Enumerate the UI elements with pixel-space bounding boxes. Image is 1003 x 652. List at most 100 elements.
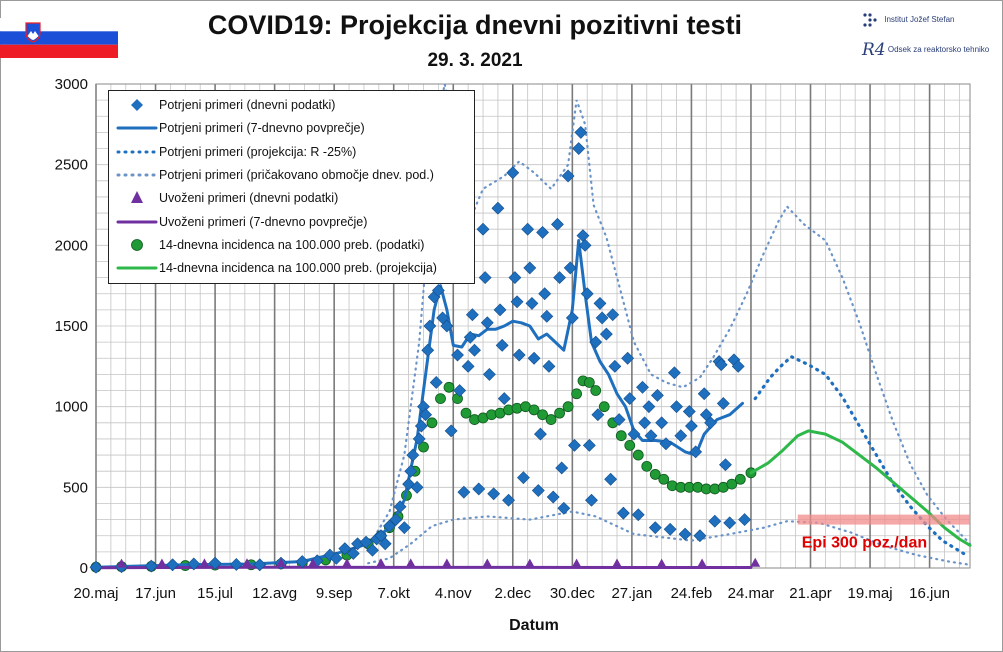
legend-label: Potrjeni primeri (projekcija: R -25%) xyxy=(159,144,357,159)
x-tick-label: 30.dec xyxy=(550,585,596,602)
confirmed-point xyxy=(685,419,698,433)
confirmed-point xyxy=(582,438,596,452)
institute-dots-icon xyxy=(863,13,877,27)
confirmed-point xyxy=(144,559,158,573)
imported-point xyxy=(241,558,252,568)
confirmed-point xyxy=(650,388,664,402)
confirmed-point xyxy=(338,542,352,556)
x-tick-label: 24.feb xyxy=(671,585,713,602)
confirmed-point xyxy=(574,125,588,139)
confirmed-point xyxy=(451,348,464,362)
confirmed-point xyxy=(253,558,267,572)
legend-label: Potrjeni primeri (7-dnevno povprečje) xyxy=(159,121,365,136)
legend-item: Uvoženi primeri (7-dnevno povprečje) xyxy=(109,211,474,233)
confirmed-point xyxy=(383,519,396,533)
legend-item: Potrjeni primeri (projekcija: R -25%) xyxy=(109,141,474,163)
confirmed-point xyxy=(678,527,692,541)
imported-point xyxy=(199,558,210,568)
imported-point xyxy=(441,558,452,568)
confirmed-point xyxy=(599,327,613,341)
confirmed-point xyxy=(208,556,222,570)
confirmed-point xyxy=(674,429,688,443)
institute-name: Institut Jožef Stefan xyxy=(884,15,955,25)
legend-symbol xyxy=(116,220,158,223)
legend-item: 14-dnevna incidenca na 100.000 preb. (po… xyxy=(109,234,474,256)
y-tick-label: 500 xyxy=(63,479,88,496)
chart-legend: Potrjeni primeri (dnevni podatki) Potrjen… xyxy=(108,90,475,284)
incidence-point xyxy=(615,430,627,442)
incidence-point xyxy=(443,381,455,393)
confirmed-point xyxy=(565,311,579,325)
legend-symbol xyxy=(116,126,158,130)
confirmed-point xyxy=(478,271,492,285)
confirmed-point xyxy=(406,448,420,462)
legend-diamond-icon xyxy=(131,99,143,111)
confirmed-point xyxy=(295,555,309,568)
confirmed-point xyxy=(731,359,745,373)
confirmed-point xyxy=(595,311,609,325)
legend-symbol xyxy=(131,238,143,251)
legend-circle-icon xyxy=(131,238,143,251)
incidence-point xyxy=(537,409,548,421)
imported-point xyxy=(611,558,622,568)
confirmed-point xyxy=(536,226,549,239)
legend-symbol xyxy=(116,173,158,177)
confirmed-point xyxy=(719,458,732,472)
y-axis-ticks: 0 500 1000 1500 2000 2500 3000 xyxy=(55,76,88,577)
x-tick-label: 16.jun xyxy=(909,585,950,602)
legend-item: 14-dnevna incidenca na 100.000 preb. (pr… xyxy=(109,257,474,279)
x-tick-label: 2.dec xyxy=(494,585,531,602)
legend-symbol xyxy=(116,150,158,154)
legend-item: Potrjeni primeri (pričakovano območje dn… xyxy=(109,164,474,186)
imported-point xyxy=(276,558,287,568)
confirmed-point xyxy=(561,169,575,183)
legend-symbol xyxy=(116,266,158,270)
confirmed-point xyxy=(472,482,486,496)
confirmed-point xyxy=(419,408,433,422)
legend-triangle-icon xyxy=(131,191,143,204)
confirmed-point xyxy=(644,429,658,443)
r4-logo-mark: R4 xyxy=(862,40,886,60)
confirmed-point xyxy=(187,557,201,571)
legend-symbol xyxy=(131,191,143,204)
epi-threshold-band xyxy=(797,514,970,525)
imported-point xyxy=(750,557,761,567)
confirmed-point xyxy=(497,392,511,406)
confirmed-point xyxy=(531,484,545,497)
legend-item: Potrjeni primeri (dnevni podatki) xyxy=(109,94,474,116)
confirmed-point xyxy=(463,330,477,344)
confirmed-point xyxy=(631,508,645,522)
confirmed-point xyxy=(527,351,541,365)
incidence-point xyxy=(658,473,670,485)
x-tick-label: 17.jun xyxy=(135,585,176,602)
incidence-point xyxy=(571,388,582,400)
confirmed-point xyxy=(551,217,564,231)
imported-point xyxy=(375,558,386,568)
y-tick-label: 2500 xyxy=(55,157,88,174)
imported-point xyxy=(571,558,582,568)
confirmed-point xyxy=(738,513,752,527)
department-name: Odsek za reaktorsko tehniko xyxy=(887,45,990,55)
confirmed-point xyxy=(608,359,622,373)
confirmed-point xyxy=(453,384,467,397)
confirmed-point xyxy=(638,416,652,430)
incidence-point xyxy=(632,449,644,461)
chart-title: COVID19: Projekcija dnevni pozitivni tes… xyxy=(207,10,743,40)
confirmed-point xyxy=(659,437,673,451)
imported-point xyxy=(524,558,535,568)
confirmed-point xyxy=(708,514,722,528)
confirmed-point xyxy=(580,287,594,301)
x-axis-ticks: 20.maj 17.jun 15.jul 12.avg 9.sep 7.okt 4.nov 2… xyxy=(73,585,950,602)
confirmed-point xyxy=(468,343,481,357)
confirmed-point xyxy=(546,490,560,504)
confirmed-point xyxy=(667,366,681,380)
imported-point xyxy=(341,558,352,568)
confirmed-point xyxy=(329,551,343,565)
y-tick-label: 3000 xyxy=(55,76,88,93)
confirmed-point xyxy=(506,166,520,180)
x-tick-label: 20.maj xyxy=(73,585,118,602)
incidence-point xyxy=(590,385,602,396)
confirmed-point xyxy=(627,427,641,441)
incidence-point xyxy=(426,417,438,429)
incidence-point xyxy=(624,439,636,451)
